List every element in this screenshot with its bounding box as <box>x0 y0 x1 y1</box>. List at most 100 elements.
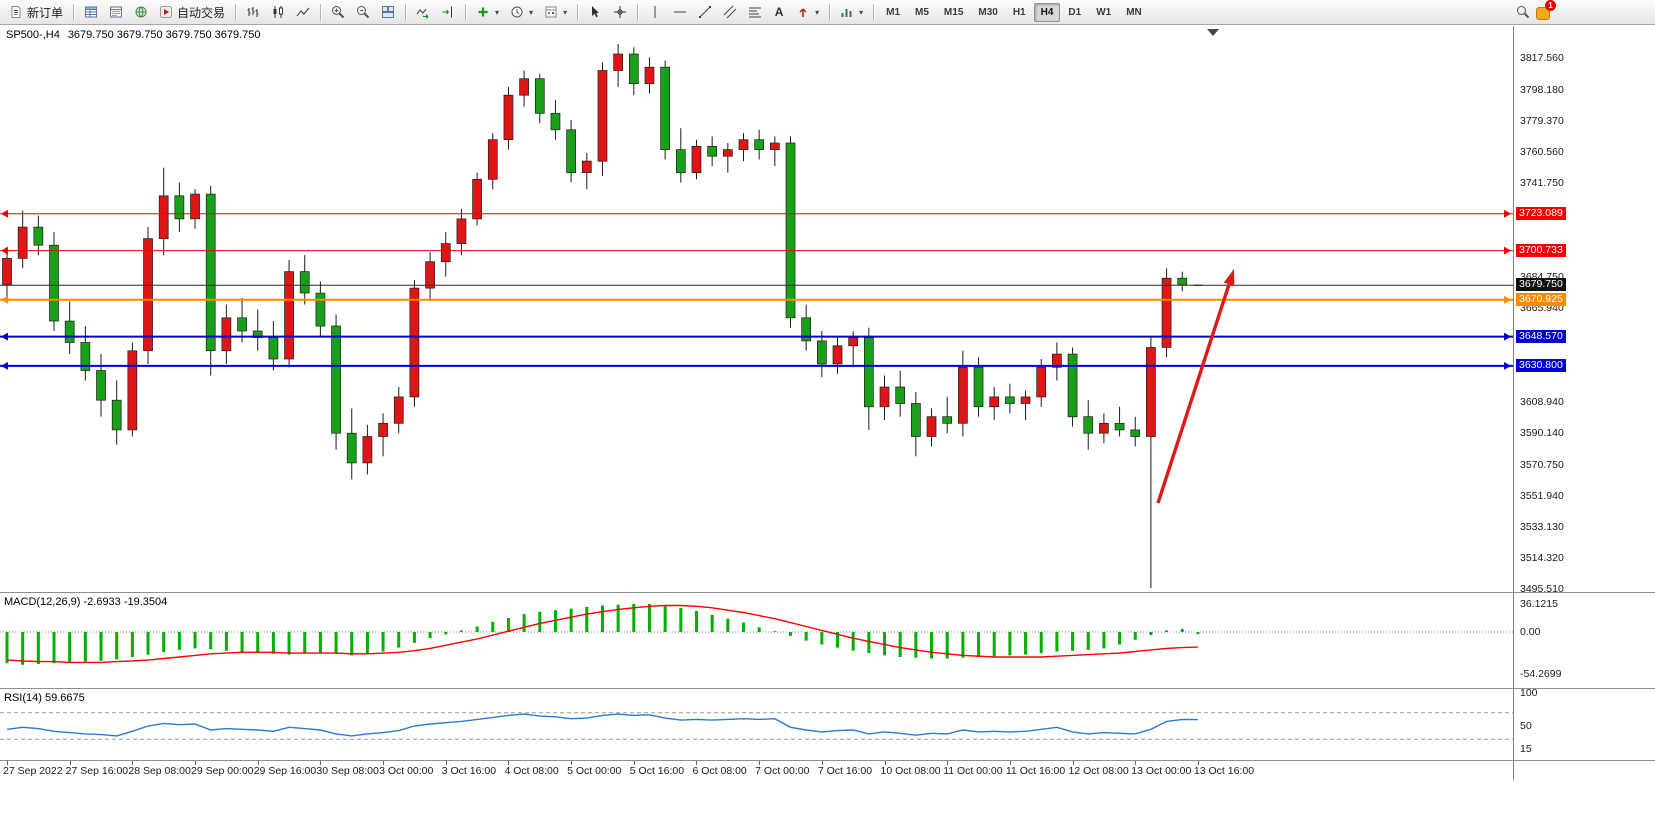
notifications-button[interactable]: 1 <box>1536 0 1556 20</box>
data-window-button[interactable] <box>104 2 128 23</box>
new-order-button[interactable]: 新订单 <box>4 2 68 23</box>
cursor-button[interactable] <box>583 2 607 23</box>
time-axis-label: 4 Oct 08:00 <box>504 765 559 777</box>
candlestick-chart-button[interactable] <box>266 2 290 23</box>
time-tick <box>571 761 573 765</box>
time-tick <box>508 761 510 765</box>
time-tick <box>1197 761 1199 765</box>
macd-axis-label: -54.2699 <box>1520 668 1562 681</box>
rsi-axis-label: 50 <box>1520 720 1532 732</box>
zoom-out-button[interactable] <box>351 2 375 23</box>
rsi-axis-label: 15 <box>1520 743 1532 756</box>
rsi-panel[interactable] <box>0 689 1513 760</box>
panel-separator[interactable] <box>0 592 1655 593</box>
timeframe-h4-button[interactable]: H4 <box>1033 2 1061 22</box>
vertical-line-button[interactable] <box>643 2 667 23</box>
time-axis-label: 28 Sep 08:00 <box>128 765 191 777</box>
zoom-out-icon <box>357 6 370 19</box>
fibonacci-button[interactable] <box>743 2 767 23</box>
tile-windows-icon <box>382 6 395 18</box>
annotation-arrow-head <box>1223 269 1235 286</box>
candlestick-chart-icon <box>273 6 284 18</box>
line-chart-icon <box>296 7 310 17</box>
price-axis-label: 3551.940 <box>1520 489 1564 502</box>
time-tick <box>195 761 197 765</box>
time-axis-label: 10 Oct 08:00 <box>880 765 941 777</box>
timeframe-m30-button[interactable]: M30 <box>978 6 998 18</box>
toolbar-separator <box>73 3 75 21</box>
notifications-icon <box>1536 7 1550 20</box>
navigator-button[interactable] <box>129 2 153 23</box>
macd-panel[interactable] <box>0 593 1513 688</box>
timeframe-m1-button[interactable]: M1 <box>886 6 901 18</box>
bar-chart-button[interactable] <box>241 2 265 23</box>
auto-scroll-button[interactable] <box>411 2 435 23</box>
horizontal-line-icon <box>674 11 687 13</box>
chart-ohlc-values: 3679.750 3679.750 3679.750 3679.750 <box>67 29 261 41</box>
price-axis-label: 3817.560 <box>1520 52 1564 64</box>
time-tick <box>633 761 635 765</box>
text-tool-button[interactable]: A <box>768 2 790 23</box>
chart-shift-button[interactable] <box>436 2 460 23</box>
time-tick <box>821 761 823 765</box>
time-tick <box>132 761 134 765</box>
toolbar-separator <box>320 3 322 21</box>
periods-button[interactable]: ▾ <box>505 2 538 23</box>
price-axis-label: 3798.180 <box>1520 83 1564 96</box>
chevron-down-icon: ▾ <box>529 7 534 17</box>
macd-name: MACD(12,26,9) <box>4 596 81 608</box>
time-tick <box>947 761 949 765</box>
market-watch-button[interactable] <box>79 2 103 23</box>
price-axis-label: 3741.750 <box>1520 176 1564 189</box>
arrows-tool-button[interactable]: ▾ <box>791 2 824 23</box>
new-order-icon <box>11 6 21 18</box>
timeframe-m15-button[interactable]: M15 <box>943 6 964 18</box>
autotrading-button[interactable]: 自动交易 <box>154 2 230 23</box>
timeframe-m5-button[interactable]: M5 <box>915 6 929 18</box>
price-axis-label: 3533.130 <box>1520 520 1564 533</box>
time-axis-label: 3 Oct 16:00 <box>441 765 497 777</box>
timeframe-mn-button[interactable]: MN <box>1126 6 1142 18</box>
toolbar-separator <box>637 3 639 21</box>
tile-windows-button[interactable] <box>376 2 400 23</box>
time-tick <box>1135 761 1137 765</box>
price-axis-label: 3590.140 <box>1520 426 1564 439</box>
time-axis-label: 5 Oct 16:00 <box>629 765 685 777</box>
panel-separator[interactable] <box>0 760 1655 761</box>
indicators-button[interactable]: ▾ <box>471 2 504 23</box>
main-chart[interactable] <box>0 26 1513 592</box>
horizontal-line-button[interactable] <box>668 2 692 23</box>
rsi-name: RSI(14) <box>4 692 42 704</box>
templates-button[interactable]: ▾ <box>539 2 572 23</box>
macd-values: -2.6933 -19.3504 <box>83 596 168 608</box>
time-tick <box>445 761 447 765</box>
annotation-arrow <box>1156 283 1231 504</box>
toolbar: 新订单 <box>0 0 1655 25</box>
rsi-value: 59.6675 <box>44 692 85 704</box>
trendline-button[interactable] <box>693 2 717 23</box>
search-icon[interactable] <box>1516 5 1530 19</box>
crosshair-button[interactable] <box>608 2 632 23</box>
time-axis[interactable]: 27 Sep 2022 27 Sep 16:00 28 Sep 08:00 29 Se… <box>0 761 1513 779</box>
price-level-badge: 3723.089 <box>1516 206 1566 220</box>
panel-separator[interactable] <box>0 688 1655 689</box>
channel-button[interactable] <box>718 2 742 23</box>
timeframe-h1-button[interactable]: H1 <box>1012 6 1026 18</box>
timeframe-d1-button[interactable]: D1 <box>1068 6 1082 18</box>
price-level-badge: 3670.925 <box>1516 292 1566 306</box>
time-axis-label: 27 Sep 16:00 <box>65 765 129 777</box>
time-axis-label: 30 Sep 08:00 <box>316 765 379 777</box>
rsi-axis-label: 100 <box>1520 687 1538 699</box>
price-axis-label: 3760.560 <box>1520 145 1564 158</box>
indicators-icon <box>478 7 488 17</box>
time-axis-label: 3 Oct 00:00 <box>379 765 434 777</box>
toolbar-separator <box>873 3 875 21</box>
chart-shift-marker <box>1207 29 1219 36</box>
price-axis[interactable]: 3817.560 3798.180 3779.370 3760.560 3741.750… <box>1513 26 1655 780</box>
zoom-in-button[interactable] <box>326 2 350 23</box>
chevron-down-icon: ▾ <box>815 7 820 17</box>
periodicity-button[interactable]: ▾ <box>835 2 868 23</box>
timeframe-w1-button[interactable]: W1 <box>1096 6 1112 18</box>
line-chart-button[interactable] <box>291 2 315 23</box>
bar-chart-icon <box>247 7 259 17</box>
